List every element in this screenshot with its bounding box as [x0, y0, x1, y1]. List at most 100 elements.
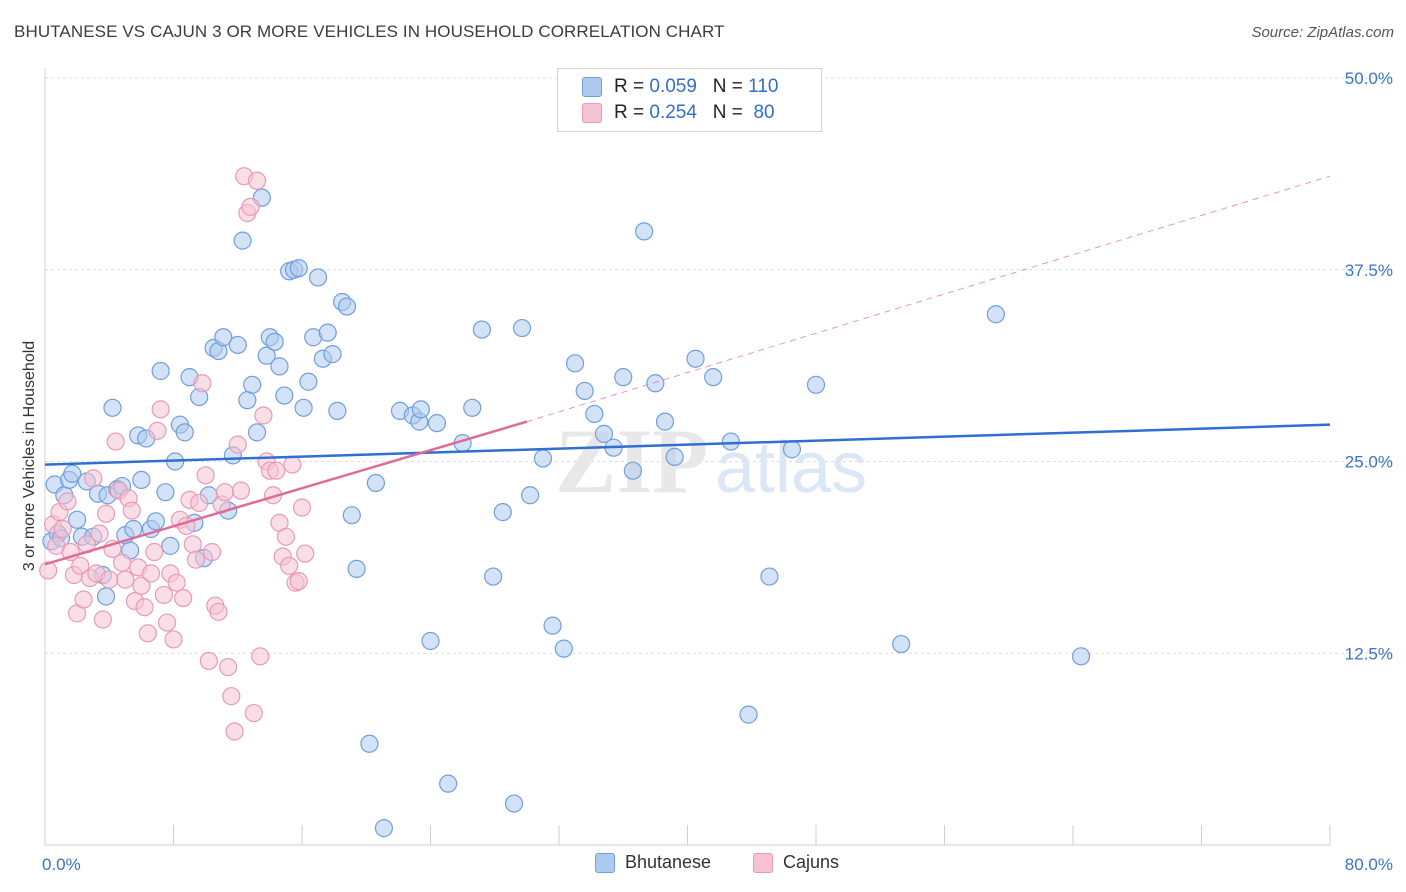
- data-point: [554, 639, 573, 658]
- data-point: [214, 328, 233, 347]
- data-point: [132, 470, 151, 490]
- data-point: [222, 687, 241, 706]
- bottom-legend-cajuns: Cajuns: [753, 852, 839, 873]
- data-point: [251, 647, 270, 666]
- data-point: [215, 483, 234, 502]
- data-point: [247, 171, 267, 190]
- data-point: [421, 631, 440, 651]
- data-point: [39, 561, 58, 580]
- data-point: [806, 375, 826, 394]
- data-point: [106, 432, 125, 451]
- legend-r-label: R =: [614, 76, 645, 97]
- data-point: [280, 556, 299, 575]
- data-point: [228, 435, 247, 454]
- data-point: [655, 412, 675, 431]
- trend-line-bhutanese: [44, 423, 1331, 466]
- data-point: [585, 404, 604, 424]
- y-tick-label: 50.0%: [1345, 69, 1393, 88]
- data-point: [294, 398, 313, 417]
- chart-title: BHUTANESE VS CAJUN 3 OR MORE VEHICLES IN…: [14, 22, 725, 41]
- data-point: [623, 461, 642, 480]
- data-point: [58, 492, 77, 511]
- watermark-zip: ZIP: [555, 410, 708, 512]
- data-point: [96, 587, 116, 606]
- legend: R = 0.059 N = 110 R = 0.254 N = 80: [557, 68, 822, 132]
- data-point: [721, 432, 740, 451]
- axes: [44, 68, 1331, 846]
- data-point: [233, 231, 252, 250]
- series-bhutanese: [42, 188, 1091, 838]
- trend-line-extension-cajuns: [526, 175, 1331, 423]
- data-point: [275, 386, 294, 405]
- data-point: [575, 381, 594, 401]
- data-point: [174, 588, 193, 608]
- bottom-legend-bhutanese: Bhutanese: [595, 852, 711, 873]
- data-point: [96, 504, 116, 523]
- x-tick-label-min: 0.0%: [42, 855, 81, 874]
- data-point: [986, 305, 1006, 324]
- data-point: [782, 440, 802, 459]
- data-point: [565, 354, 585, 373]
- data-point: [360, 734, 379, 753]
- data-point: [374, 819, 394, 838]
- bottom-swatch-cajuns: [753, 852, 773, 873]
- legend-swatch-bhutanese: [582, 77, 602, 97]
- data-point: [112, 553, 132, 572]
- data-point: [318, 323, 337, 342]
- data-point: [151, 400, 170, 419]
- data-point: [347, 559, 366, 578]
- data-point: [141, 564, 161, 583]
- legend-n-value: 80: [748, 102, 775, 123]
- legend-r-value: 0.059: [649, 76, 697, 97]
- data-point: [151, 361, 170, 381]
- data-point: [93, 610, 112, 629]
- tick-labels: 12.5% 25.0% 37.5% 50.0% 0.0% 80.0%: [42, 69, 1393, 874]
- data-point: [704, 368, 723, 387]
- data-point: [243, 375, 262, 394]
- data-point: [225, 722, 244, 741]
- y-tick-label: 12.5%: [1345, 644, 1393, 663]
- data-point: [209, 602, 228, 621]
- data-point: [124, 519, 143, 539]
- data-point: [892, 634, 911, 654]
- data-point: [186, 550, 206, 569]
- data-point: [646, 374, 665, 393]
- bottom-swatch-bhutanese: [595, 852, 615, 873]
- legend-r-value: 0.254: [649, 102, 697, 123]
- data-point: [100, 570, 119, 589]
- data-point: [122, 501, 141, 520]
- data-point: [337, 297, 357, 316]
- data-point: [74, 590, 93, 609]
- legend-row-cajuns: R = 0.254 N = 80: [582, 101, 775, 125]
- data-point: [154, 585, 173, 605]
- data-point: [739, 705, 758, 724]
- data-point: [84, 469, 103, 488]
- data-point: [193, 374, 212, 393]
- data-point: [190, 493, 209, 513]
- legend-n-label: N =: [712, 102, 743, 123]
- data-point: [292, 498, 312, 517]
- data-point: [257, 346, 276, 365]
- data-point: [244, 703, 263, 723]
- data-point: [146, 512, 165, 531]
- data-point: [164, 630, 183, 649]
- data-point: [267, 461, 286, 480]
- data-point: [463, 398, 482, 417]
- legend-row-bhutanese: R = 0.059 N = 110: [582, 75, 778, 99]
- data-point: [686, 349, 705, 368]
- data-point: [228, 335, 247, 355]
- data-point: [265, 332, 284, 351]
- data-point: [289, 572, 308, 591]
- data-point: [760, 567, 779, 586]
- y-tick-label: 37.5%: [1345, 261, 1393, 280]
- data-point: [308, 268, 328, 287]
- bottom-legend-label-bhutanese: Bhutanese: [625, 852, 712, 872]
- grid-lines: [45, 77, 1393, 654]
- data-point: [439, 774, 458, 793]
- data-point: [1071, 647, 1091, 666]
- data-point: [512, 318, 532, 338]
- legend-n-label: N =: [712, 76, 743, 97]
- data-point: [323, 345, 342, 364]
- data-point: [156, 483, 175, 502]
